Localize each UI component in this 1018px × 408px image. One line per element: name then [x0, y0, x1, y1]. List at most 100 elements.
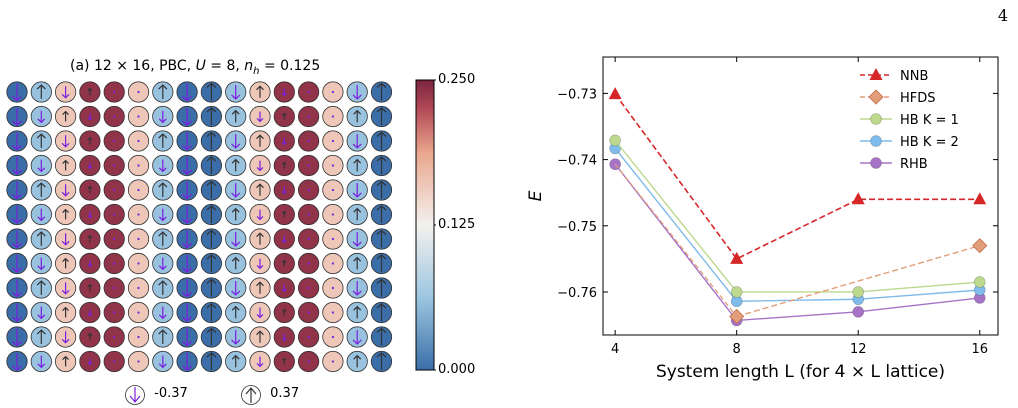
spin-dot: [137, 164, 140, 167]
spin-arrow-head: [87, 283, 93, 288]
spin-arrow-head: [282, 357, 287, 361]
grid-site: [249, 228, 271, 250]
point: [868, 89, 884, 105]
spin-arrow-head: [87, 215, 93, 219]
grid-site: [322, 203, 344, 226]
spin-arrow-head: [62, 355, 69, 360]
spin-arrow-head: [281, 92, 287, 97]
spin-arrow-head: [282, 210, 287, 214]
spin-arrow-head: [36, 133, 46, 139]
grid-site: [30, 350, 52, 373]
grid-site: [346, 277, 368, 299]
grid-site: [79, 105, 101, 128]
spin-arrow-head: [376, 229, 387, 235]
spin-arrow-head: [256, 183, 264, 189]
grid-site: [54, 130, 77, 152]
grid-site: [273, 326, 295, 348]
grid-site: [322, 252, 344, 275]
grid-site: [273, 252, 295, 275]
spin-arrow-head: [206, 107, 217, 113]
series-hfds: [614, 163, 988, 325]
grid-site: [297, 252, 320, 275]
series-nnb: [608, 87, 987, 264]
spin-arrow-head: [376, 205, 387, 211]
spin-arrow-head: [12, 243, 22, 249]
grid-site: [103, 203, 125, 226]
spin-arrow-head: [376, 352, 387, 358]
spin-dot: [113, 311, 116, 314]
spin-arrow-head: [182, 243, 192, 249]
point: [730, 251, 744, 264]
y-tick-label: −0.74: [557, 154, 597, 169]
grid-site: [54, 326, 77, 348]
spin-arrow-head: [282, 259, 287, 263]
grid-site: [322, 105, 344, 128]
grid-site: [103, 179, 125, 201]
spin-hole-grid: [6, 81, 393, 373]
spin-arrow-head: [37, 216, 46, 222]
grid-site: [346, 179, 368, 201]
grid-site: [152, 203, 174, 226]
grid-site: [297, 301, 320, 324]
grid-site: [6, 81, 28, 103]
spin-arrow-head: [12, 341, 22, 347]
grid-site: [152, 350, 174, 373]
legend-entry: HB K = 2: [860, 135, 959, 150]
spin-arrow-head: [87, 234, 93, 239]
grid-site: [200, 326, 222, 348]
grid-site: [200, 277, 222, 299]
grid-site: [322, 130, 344, 152]
colorbar-tick-mid: 0.125: [438, 217, 476, 232]
grid-site: [6, 105, 28, 128]
grid-site: [200, 301, 222, 324]
grid-site: [54, 228, 77, 250]
spin-arrow-head: [352, 290, 362, 296]
grid-site: [103, 105, 125, 128]
grid-site: [6, 350, 28, 373]
grid-site: [225, 154, 247, 177]
grid-site: [273, 179, 295, 201]
grid-site: [176, 228, 198, 250]
spin-arrow-head: [231, 207, 240, 213]
grid-site: [30, 301, 52, 324]
spin-dot: [137, 90, 140, 94]
spin-arrow-head: [231, 158, 240, 164]
grid-site: [322, 350, 344, 373]
grid-site: [79, 81, 101, 103]
grid-site: [297, 228, 320, 250]
spin-arrow-head: [376, 327, 387, 333]
grid-site: [249, 179, 271, 201]
spin-arrow-head: [206, 254, 217, 260]
grid-site: [103, 252, 125, 275]
grid-site: [176, 326, 198, 348]
grid-site: [249, 81, 271, 103]
grid-site: [103, 228, 125, 250]
up-arrow-legend-icon: [241, 385, 261, 405]
spin-arrow-head: [231, 305, 240, 311]
spin-arrow-head: [281, 288, 287, 293]
spin-arrow-head: [87, 313, 93, 317]
grid-site: [225, 277, 247, 299]
legend-label: NNB: [900, 69, 928, 84]
spin-arrow-head: [182, 96, 192, 102]
spin-arrow-head: [158, 314, 167, 320]
grid-site: [127, 154, 150, 177]
down-arrow-legend-icon: [125, 385, 145, 405]
spin-dot: [113, 335, 116, 339]
spin-arrow-head: [87, 87, 93, 92]
spin-arrow-head: [37, 265, 46, 271]
grid-site: [79, 228, 101, 250]
spin-arrow-head: [376, 303, 387, 309]
grid-site: [322, 277, 344, 299]
spin-arrow-head: [36, 182, 46, 188]
spin-dot: [307, 139, 310, 143]
spin-arrow-head: [87, 185, 93, 190]
series-hb-k-=-1: [609, 134, 986, 298]
spin-arrow-head: [182, 169, 192, 175]
spin-arrow-head: [61, 142, 70, 148]
grid-site: [103, 350, 125, 373]
grid-site: [370, 203, 393, 226]
grid-site: [346, 326, 368, 348]
spin-arrow-head: [376, 82, 387, 88]
grid-site: [30, 203, 52, 226]
